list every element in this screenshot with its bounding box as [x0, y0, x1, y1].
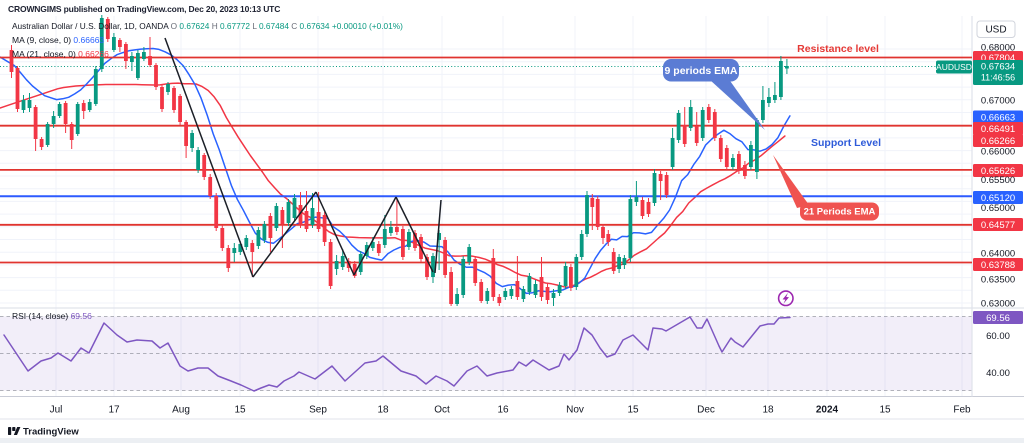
svg-text:0.64577: 0.64577	[981, 220, 1015, 231]
svg-text:Dec: Dec	[697, 405, 715, 416]
svg-text:15: 15	[879, 405, 891, 416]
svg-text:Oct: Oct	[434, 405, 450, 416]
svg-text:16: 16	[497, 405, 509, 416]
svg-text:0.63500: 0.63500	[981, 275, 1015, 286]
svg-text:0.65000: 0.65000	[981, 203, 1015, 214]
svg-text:15: 15	[234, 405, 246, 416]
svg-text:0.63000: 0.63000	[981, 299, 1015, 310]
svg-text:AUDUSD: AUDUSD	[936, 62, 972, 72]
svg-text:0.66663: 0.66663	[981, 113, 1015, 124]
svg-text:0.65120: 0.65120	[981, 193, 1015, 204]
svg-text:Feb: Feb	[953, 405, 971, 416]
svg-text:Australian Dollar / U.S. Dolla: Australian Dollar / U.S. Dollar, 1D, OAN…	[12, 21, 403, 31]
svg-text:Aug: Aug	[172, 405, 190, 416]
svg-text:18: 18	[377, 405, 389, 416]
svg-text:Jul: Jul	[50, 405, 63, 416]
svg-text:9 periods EMA: 9 periods EMA	[665, 65, 738, 77]
svg-text:2024: 2024	[816, 405, 839, 416]
svg-text:0.65500: 0.65500	[981, 175, 1015, 186]
svg-text:MA (21, close, 0) 0.66266: MA (21, close, 0) 0.66266	[12, 49, 109, 59]
svg-text:Resistance level: Resistance level	[797, 43, 879, 55]
svg-text:17: 17	[108, 405, 120, 416]
svg-text:USD: USD	[985, 25, 1006, 36]
svg-text:0.66491: 0.66491	[981, 124, 1015, 135]
svg-text:Support Level: Support Level	[811, 137, 881, 149]
svg-text:0.63788: 0.63788	[981, 260, 1015, 271]
svg-text:60.00: 60.00	[986, 331, 1010, 342]
svg-text:0.67000: 0.67000	[981, 96, 1015, 107]
svg-text:0.64000: 0.64000	[981, 249, 1015, 260]
svg-text:TradingView: TradingView	[23, 427, 79, 438]
svg-text:MA (9, close, 0) 0.66663: MA (9, close, 0) 0.66663	[12, 35, 104, 45]
svg-text:CROWNGIMS published on Trading: CROWNGIMS published on TradingView.com, …	[8, 4, 280, 14]
svg-text:0.67804: 0.67804	[981, 53, 1015, 64]
svg-text:Nov: Nov	[566, 405, 584, 416]
svg-text:40.00: 40.00	[986, 368, 1010, 379]
svg-text:0.66000: 0.66000	[981, 147, 1015, 158]
svg-text:15: 15	[627, 405, 639, 416]
svg-text:18: 18	[762, 405, 774, 416]
svg-text:0.67634: 0.67634	[981, 62, 1015, 73]
svg-text:69.56: 69.56	[986, 313, 1010, 324]
svg-text:Sep: Sep	[309, 405, 327, 416]
svg-text:11:46:56: 11:46:56	[981, 73, 1015, 83]
svg-text:0.66266: 0.66266	[981, 136, 1015, 147]
svg-text:RSI (14, close) 69.56: RSI (14, close) 69.56	[12, 311, 92, 321]
svg-text:0.68000: 0.68000	[981, 43, 1015, 54]
svg-text:0.65626: 0.65626	[981, 166, 1015, 177]
svg-text:21 Periods EMA: 21 Periods EMA	[804, 207, 876, 218]
